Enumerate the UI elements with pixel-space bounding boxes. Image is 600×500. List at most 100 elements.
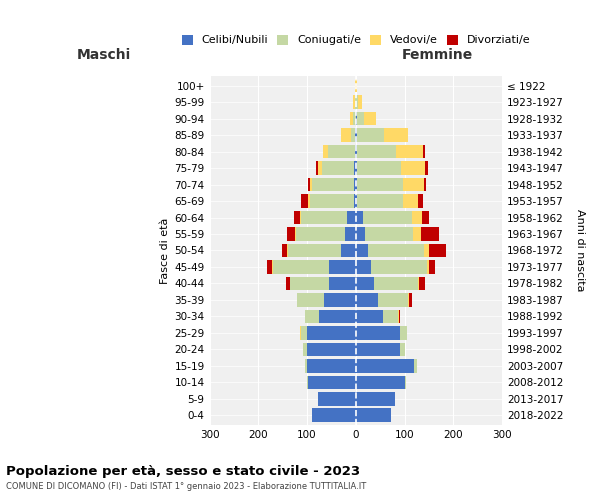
Bar: [357, 128, 384, 142]
Bar: [356, 326, 400, 340]
Bar: [363, 211, 412, 224]
Bar: [318, 392, 356, 406]
Bar: [429, 260, 435, 274]
Bar: [329, 276, 356, 290]
Bar: [323, 145, 328, 158]
Bar: [415, 359, 417, 372]
Bar: [354, 178, 356, 192]
Bar: [400, 342, 404, 356]
Bar: [347, 211, 356, 224]
Bar: [319, 162, 322, 175]
Bar: [371, 260, 427, 274]
Bar: [421, 228, 439, 241]
Bar: [383, 310, 398, 323]
Bar: [364, 112, 376, 126]
Bar: [357, 178, 403, 192]
Bar: [345, 228, 356, 241]
Bar: [313, 178, 354, 192]
Bar: [308, 194, 310, 208]
Bar: [355, 145, 356, 158]
Bar: [307, 342, 356, 356]
Bar: [418, 276, 419, 290]
Bar: [324, 293, 356, 306]
Bar: [374, 276, 418, 290]
Bar: [418, 194, 423, 208]
Bar: [356, 96, 358, 109]
Bar: [356, 276, 374, 290]
Bar: [305, 359, 307, 372]
Bar: [356, 244, 368, 257]
Bar: [298, 293, 324, 306]
Bar: [294, 211, 300, 224]
Bar: [396, 145, 423, 158]
Bar: [308, 178, 310, 192]
Bar: [357, 112, 364, 126]
Bar: [401, 162, 425, 175]
Bar: [356, 128, 357, 142]
Bar: [267, 260, 272, 274]
Bar: [378, 293, 408, 306]
Bar: [357, 194, 403, 208]
Bar: [356, 408, 391, 422]
Bar: [355, 96, 356, 109]
Bar: [368, 244, 424, 257]
Bar: [300, 326, 301, 340]
Bar: [296, 228, 345, 241]
Bar: [419, 276, 425, 290]
Bar: [290, 276, 329, 290]
Bar: [310, 194, 354, 208]
Bar: [403, 194, 418, 208]
Bar: [356, 79, 358, 92]
Bar: [427, 260, 429, 274]
Text: Femmine: Femmine: [402, 48, 473, 62]
Bar: [303, 342, 307, 356]
Bar: [409, 293, 412, 306]
Bar: [356, 112, 357, 126]
Bar: [272, 260, 273, 274]
Bar: [400, 326, 407, 340]
Bar: [356, 342, 400, 356]
Bar: [329, 260, 356, 274]
Text: COMUNE DI DICOMANO (FI) - Dati ISTAT 1° gennaio 2023 - Elaborazione TUTTITALIA.I: COMUNE DI DICOMANO (FI) - Dati ISTAT 1° …: [6, 482, 366, 491]
Bar: [403, 178, 424, 192]
Text: Maschi: Maschi: [77, 48, 131, 62]
Bar: [353, 112, 356, 126]
Bar: [308, 376, 356, 389]
Bar: [350, 112, 353, 126]
Bar: [356, 359, 415, 372]
Bar: [356, 145, 357, 158]
Bar: [429, 244, 446, 257]
Bar: [307, 376, 308, 389]
Bar: [413, 228, 421, 241]
Bar: [424, 244, 429, 257]
Bar: [356, 376, 404, 389]
Bar: [300, 211, 301, 224]
Bar: [356, 211, 363, 224]
Bar: [301, 326, 307, 340]
Bar: [287, 244, 341, 257]
Bar: [404, 376, 406, 389]
Text: Popolazione per età, sesso e stato civile - 2023: Popolazione per età, sesso e stato civil…: [6, 465, 360, 478]
Bar: [282, 244, 287, 257]
Bar: [358, 96, 362, 109]
Bar: [356, 178, 357, 192]
Bar: [301, 211, 347, 224]
Bar: [301, 194, 308, 208]
Bar: [398, 310, 400, 323]
Bar: [356, 392, 395, 406]
Bar: [356, 162, 357, 175]
Bar: [286, 276, 290, 290]
Bar: [341, 244, 356, 257]
Y-axis label: Anni di nascita: Anni di nascita: [575, 209, 585, 292]
Bar: [312, 408, 356, 422]
Bar: [356, 310, 383, 323]
Bar: [425, 162, 428, 175]
Bar: [319, 310, 356, 323]
Bar: [357, 162, 401, 175]
Bar: [356, 293, 378, 306]
Bar: [350, 128, 355, 142]
Bar: [287, 228, 295, 241]
Bar: [422, 211, 429, 224]
Legend: Celibi/Nubili, Coniugati/e, Vedovi/e, Divorziati/e: Celibi/Nubili, Coniugati/e, Vedovi/e, Di…: [179, 32, 533, 48]
Bar: [322, 162, 354, 175]
